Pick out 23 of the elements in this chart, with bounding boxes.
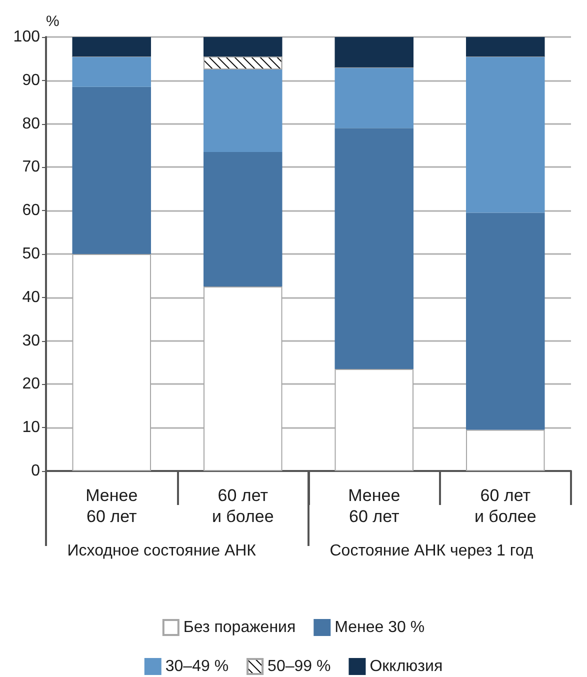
y-tick-label: 100 xyxy=(13,28,40,46)
y-tick-label: 80 xyxy=(22,115,40,132)
y-tick-label: 70 xyxy=(22,158,40,176)
legend-label: 50–99 % xyxy=(268,658,331,675)
y-tick-label: 90 xyxy=(22,72,40,89)
legend-label: Менее 30 % xyxy=(334,619,425,636)
text: Исходное состояние АНК xyxy=(67,542,257,560)
text: Состояние АНК через 1 год xyxy=(330,542,534,560)
x-tick-label: 60 лет и более xyxy=(212,486,274,526)
legend-label: Окклюзия xyxy=(370,658,443,675)
x-tick-label: 60 лет и более xyxy=(474,486,536,526)
y-axis-title: % xyxy=(46,13,60,30)
y-tick-label: 50 xyxy=(22,246,40,262)
y-tick-label: 30 xyxy=(22,332,40,350)
y-tick-label: 10 xyxy=(22,419,40,436)
y-tick-label: 0 xyxy=(31,462,40,480)
x-tick-label: Менее 60 лет xyxy=(86,486,138,526)
legend-label: Без поражения xyxy=(183,619,296,636)
legend-label: 30–49 % xyxy=(165,658,229,675)
x-tick-label: Менее 60 лет xyxy=(348,486,400,526)
y-tick-label: 40 xyxy=(22,288,40,306)
y-tick-label: 20 xyxy=(22,376,40,393)
y-tick-label: 60 xyxy=(22,202,40,220)
